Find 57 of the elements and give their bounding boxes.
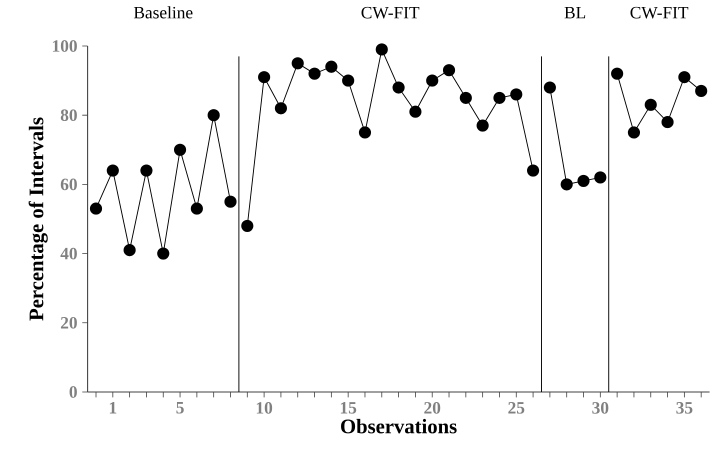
point	[695, 84, 708, 98]
point	[274, 102, 287, 114]
point	[106, 164, 119, 177]
text: Baseline	[134, 6, 192, 18]
point	[426, 74, 438, 87]
point	[628, 126, 640, 139]
point	[358, 126, 372, 139]
point	[409, 106, 422, 118]
y-tick-label: 0	[70, 386, 77, 398]
x-tick-label: 20	[424, 402, 440, 414]
point	[342, 74, 354, 87]
point	[644, 98, 657, 111]
text: CW-FIT	[362, 6, 420, 19]
point	[90, 202, 102, 215]
point	[208, 109, 220, 122]
point	[124, 244, 136, 256]
point	[611, 68, 624, 80]
point	[308, 68, 321, 80]
point	[241, 220, 254, 232]
point	[527, 164, 540, 177]
x-tick-label: 1	[110, 402, 116, 414]
point	[140, 164, 153, 177]
y-tick-label: 40	[60, 248, 77, 260]
point	[442, 64, 456, 76]
point	[376, 43, 388, 56]
point	[174, 144, 186, 156]
point	[661, 116, 674, 128]
y-tick-label: 100	[52, 40, 77, 52]
point	[594, 171, 606, 184]
text: BL	[564, 6, 586, 18]
point	[292, 57, 304, 70]
x-tick-label: 35	[676, 402, 692, 414]
x-tick-label: 25	[508, 402, 524, 414]
point	[258, 71, 270, 84]
point	[678, 71, 690, 84]
x-tick-label: 30	[592, 402, 608, 414]
point	[224, 196, 237, 208]
y-tick-label: 20	[60, 316, 77, 329]
point	[577, 174, 590, 187]
point	[510, 88, 522, 101]
point	[157, 248, 170, 260]
y-tick-label: 80	[60, 109, 77, 122]
point	[544, 81, 556, 94]
y-axis-title: Percentage of Intervals	[28, 118, 48, 321]
text: CW-FIT	[630, 6, 688, 19]
x-tick-label: 15	[340, 402, 356, 414]
point	[560, 178, 573, 190]
x-tick-label: 5	[176, 402, 184, 414]
point	[476, 120, 489, 132]
y-tick-label: 60	[60, 178, 77, 190]
point	[493, 92, 506, 104]
point	[460, 92, 472, 104]
point	[325, 60, 338, 73]
x-axis-title: Observations	[341, 418, 457, 434]
x-tick-label: 10	[256, 402, 272, 414]
point	[190, 202, 203, 215]
point	[392, 81, 405, 94]
